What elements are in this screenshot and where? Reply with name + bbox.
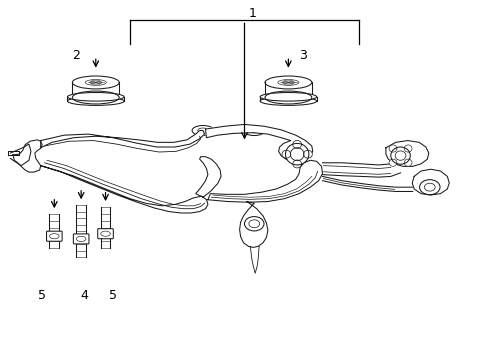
Text: 4: 4 (81, 289, 88, 302)
Ellipse shape (285, 143, 308, 165)
Ellipse shape (292, 160, 301, 168)
Text: 1: 1 (248, 7, 256, 20)
Text: 5: 5 (38, 289, 46, 302)
Ellipse shape (303, 150, 312, 158)
Polygon shape (8, 151, 19, 155)
Ellipse shape (72, 91, 119, 104)
Text: 2: 2 (72, 49, 80, 62)
Polygon shape (385, 140, 428, 166)
Polygon shape (10, 144, 31, 166)
Polygon shape (13, 140, 42, 172)
FancyBboxPatch shape (19, 142, 47, 169)
FancyBboxPatch shape (73, 234, 89, 244)
Ellipse shape (388, 145, 396, 152)
Polygon shape (195, 157, 221, 197)
Polygon shape (41, 131, 204, 148)
Text: 5: 5 (109, 289, 117, 302)
Ellipse shape (244, 217, 264, 231)
Polygon shape (239, 202, 267, 247)
Ellipse shape (67, 93, 124, 101)
Ellipse shape (292, 140, 301, 148)
Text: 3: 3 (299, 49, 306, 62)
FancyBboxPatch shape (46, 231, 62, 241)
Polygon shape (41, 166, 207, 213)
Polygon shape (205, 125, 312, 161)
Ellipse shape (260, 93, 316, 101)
Ellipse shape (388, 159, 396, 166)
Ellipse shape (264, 91, 311, 104)
Ellipse shape (404, 145, 411, 152)
FancyBboxPatch shape (98, 229, 113, 239)
Ellipse shape (404, 159, 411, 166)
Polygon shape (207, 160, 322, 202)
Polygon shape (411, 169, 448, 195)
Polygon shape (21, 139, 32, 166)
Ellipse shape (282, 150, 290, 158)
